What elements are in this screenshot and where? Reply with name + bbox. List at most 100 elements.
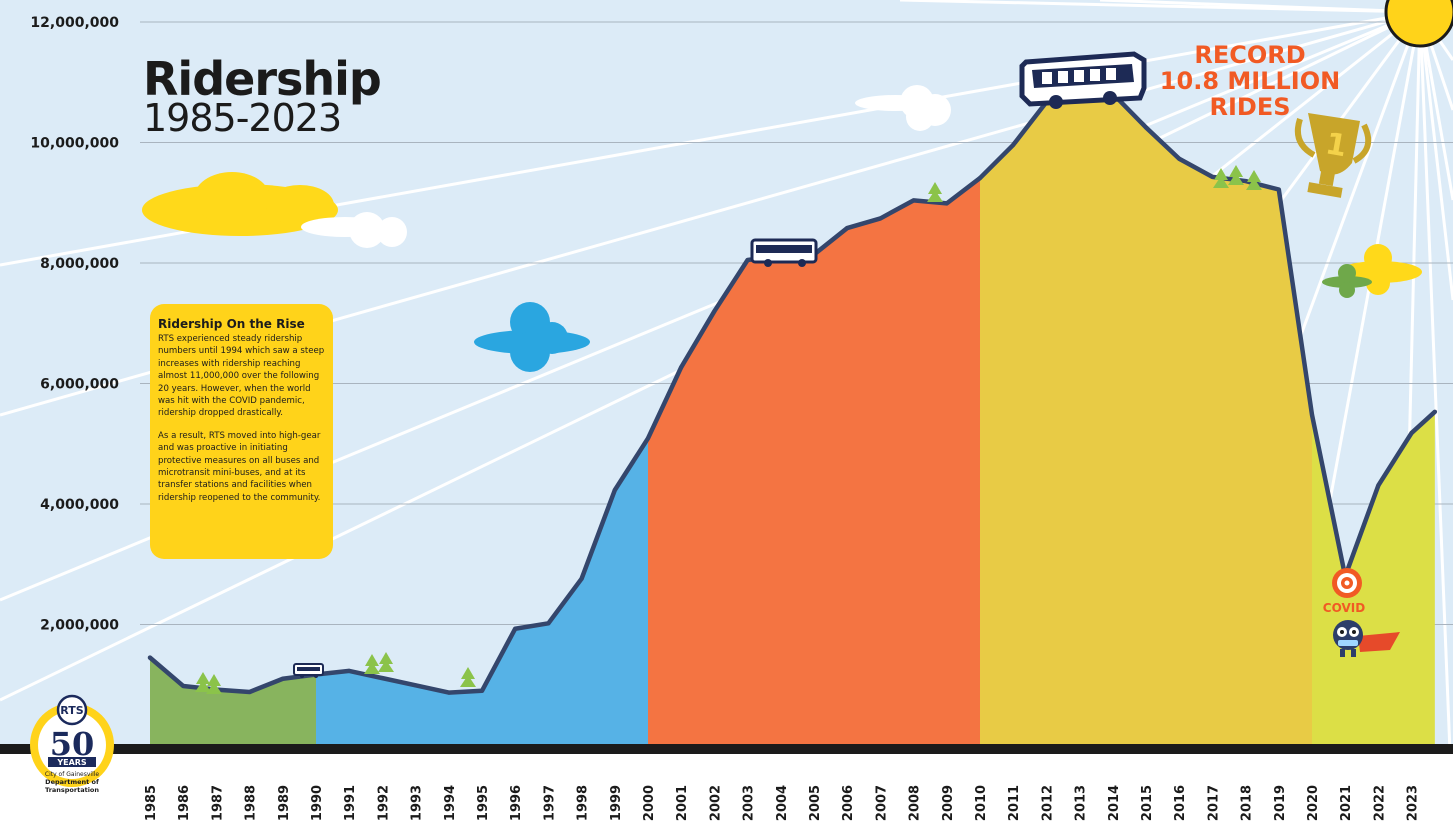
bus-icon	[750, 238, 818, 267]
sun-ray	[1418, 11, 1452, 745]
data-point	[413, 683, 418, 688]
tree-icon	[1228, 165, 1244, 185]
chart-title: Ridership	[143, 52, 382, 106]
x-tick-label: 2019	[1273, 785, 1288, 821]
data-point	[247, 689, 252, 694]
area-segment	[648, 178, 980, 746]
data-point	[1376, 483, 1381, 488]
data-point	[347, 668, 352, 673]
data-point	[380, 676, 385, 681]
data-point	[480, 688, 484, 693]
data-point	[978, 176, 982, 181]
x-tick-label: 2018	[1240, 785, 1255, 821]
white-cloud-icon	[301, 212, 407, 248]
record-annotation: RECORD 10.8 MILLION RIDES	[1150, 42, 1350, 120]
data-point	[1409, 430, 1414, 435]
x-axis-labels: 1985 1986 1987 1988 1989 1990 1991 1992 1993 1994…	[144, 785, 1421, 821]
data-point	[878, 216, 883, 221]
y-tick-label: 2,000,000	[40, 618, 119, 634]
y-tick-label: 12,000,000	[30, 15, 119, 31]
area-segment	[1312, 411, 1435, 745]
x-tick-label: 1986	[177, 785, 192, 821]
x-tick-label: 2004	[775, 785, 790, 821]
data-point	[845, 226, 850, 231]
data-point	[1310, 412, 1314, 417]
x-tick-label: 1991	[343, 785, 358, 821]
data-point	[612, 488, 617, 493]
data-point	[712, 309, 717, 314]
data-point	[944, 201, 949, 206]
x-tick-label: 1989	[277, 785, 292, 821]
data-point	[148, 655, 152, 660]
tree-icon	[927, 182, 943, 202]
logo-org-line1: City of Gainesville	[45, 771, 100, 778]
x-axis-baseline	[0, 744, 1453, 754]
x-tick-label: 2007	[874, 785, 889, 821]
x-tick-label: 1999	[609, 785, 624, 821]
yellow-cloud-icon	[142, 172, 338, 236]
x-tick-label: 2005	[808, 785, 823, 821]
x-axis-band	[0, 754, 1453, 826]
area-segment	[150, 657, 316, 745]
trophy-icon: 1	[1294, 113, 1372, 198]
area-segment	[980, 92, 1312, 746]
info-box-paragraph: RTS experienced steady ridership numbers…	[158, 334, 325, 419]
ridership-area-segments	[150, 92, 1435, 746]
x-tick-label: 1988	[244, 785, 259, 821]
x-tick-label: 2006	[841, 785, 856, 821]
tree-icon	[364, 654, 380, 674]
record-line: RIDES	[1209, 93, 1291, 121]
x-tick-label: 1995	[476, 785, 491, 821]
rts-50-years-logo: RTS 50 YEARS City of Gainesville Departm…	[30, 694, 114, 794]
x-tick-label: 2010	[974, 785, 989, 821]
y-tick-label: 6,000,000	[40, 377, 119, 393]
white-cloud-icon	[855, 85, 951, 131]
sun-icon	[1384, 0, 1453, 48]
x-tick-label: 1994	[443, 785, 458, 821]
x-tick-label: 1992	[376, 785, 391, 821]
tree-icon	[378, 652, 394, 672]
x-tick-label: 2012	[1040, 785, 1055, 821]
y-tick-label: 10,000,000	[30, 136, 119, 152]
x-tick-label: 2014	[1107, 785, 1122, 821]
x-tick-label: 2021	[1339, 785, 1354, 821]
x-tick-label: 1998	[576, 785, 591, 821]
data-point	[1243, 179, 1248, 184]
bus-icon	[1019, 51, 1147, 109]
info-box-heading: Ridership On the Rise	[158, 317, 305, 331]
info-box: Ridership On the Rise RTS experienced st…	[150, 304, 333, 559]
blue-cloud-icon	[474, 302, 590, 372]
record-line: RECORD	[1194, 41, 1306, 69]
x-tick-label: 2001	[675, 785, 690, 821]
x-tick-label: 2023	[1406, 785, 1421, 821]
logo-years: YEARS	[56, 758, 87, 767]
logo-org-line2: Department of	[45, 778, 99, 786]
x-tick-label: 1985	[144, 785, 159, 821]
tree-icon	[460, 667, 476, 687]
data-point	[446, 690, 451, 695]
data-point	[911, 198, 916, 203]
x-tick-label: 2022	[1372, 785, 1387, 821]
data-point	[513, 626, 518, 631]
data-point	[546, 621, 551, 626]
x-tick-label: 1987	[210, 785, 225, 821]
x-tick-label: 2011	[1007, 785, 1022, 821]
bus-icon	[293, 663, 324, 678]
x-tick-label: 1997	[542, 785, 557, 821]
x-tick-label: 2009	[941, 785, 956, 821]
data-point	[646, 436, 650, 441]
record-line: 10.8 MILLION	[1159, 67, 1341, 95]
green-cloud-icon	[1322, 264, 1372, 298]
chart-subtitle: 1985-2023	[143, 96, 342, 140]
tree-icon	[206, 674, 222, 694]
area-segment	[316, 438, 648, 745]
x-tick-label: 2016	[1173, 785, 1188, 821]
x-tick-label: 2015	[1140, 785, 1155, 821]
data-point	[679, 365, 684, 370]
x-tick-label: 2003	[742, 785, 757, 821]
covid-annotation: COVID	[1322, 601, 1366, 615]
mascot-icon	[1333, 620, 1400, 657]
